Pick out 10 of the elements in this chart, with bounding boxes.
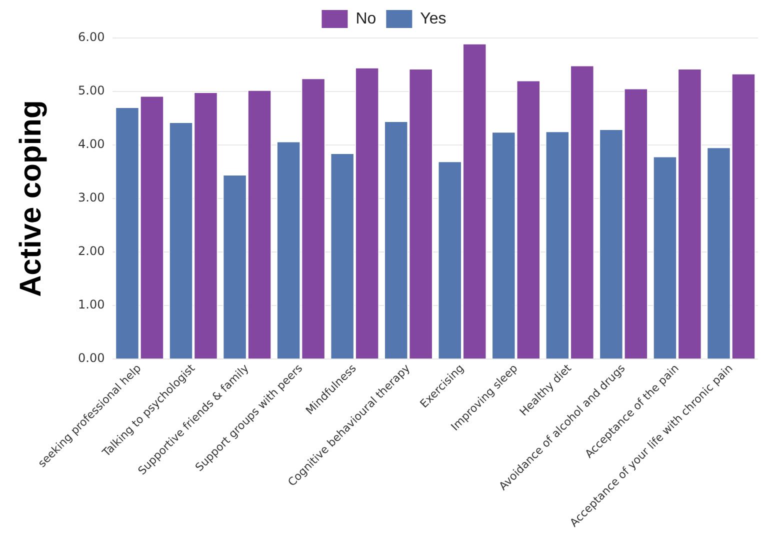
y-tick-label: 6.00 [78,30,105,44]
legend-label: Yes [420,10,446,28]
y-tick-label: 4.00 [78,137,105,152]
y-tick-label: 1.00 [78,298,105,312]
y-tick-label: 2.00 [78,244,105,258]
y-axis-title: Active coping [14,100,48,297]
y-tick-label: 3.00 [78,190,105,205]
legend-label: No [356,10,376,28]
y-tick-label: 5.00 [78,84,105,98]
y-tick-label: 0.00 [78,351,105,366]
